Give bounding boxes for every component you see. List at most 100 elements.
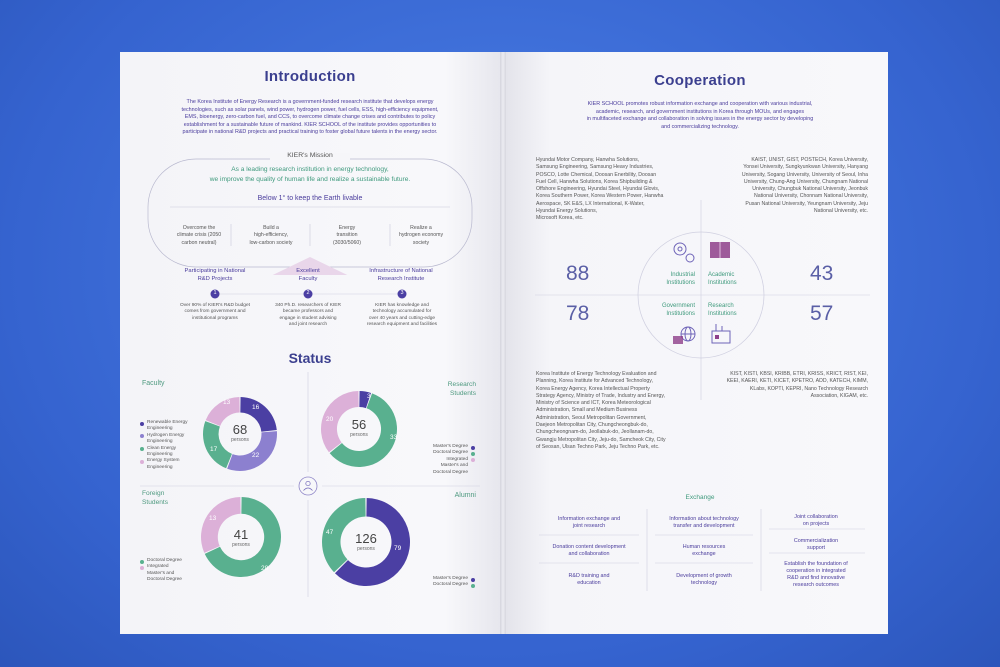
industrial-count: 88 xyxy=(566,262,590,285)
goal-text: hydrogen economy xyxy=(398,232,444,239)
pillar-desc-line: over 40 years and cutting-edge xyxy=(368,315,436,321)
exchange-item: Information exchange and joint research xyxy=(557,516,621,529)
donut-slice xyxy=(227,431,277,471)
legend-item: Energy System Engineering xyxy=(140,458,210,471)
pillar-desc: KIER has knowledge and technology accumul… xyxy=(350,303,454,329)
goal-item: Overcome the climate crisis (2050 carbon n… xyxy=(168,225,230,247)
pillar-title: Excellent Faculty xyxy=(262,268,354,283)
donut-slice xyxy=(321,391,359,453)
foreign-students-title: Foreign Students xyxy=(142,490,169,506)
academic-list: KAIST, UNIST, GIST, POSTECH, Korea Unive… xyxy=(741,157,868,215)
research-value: 20 xyxy=(326,416,334,423)
donut-slice xyxy=(203,421,232,469)
pillar-desc: 340 Ph.D. researchers of KIER became prof… xyxy=(262,303,354,329)
research-total: 56 xyxy=(351,417,367,432)
goal-text: Energy xyxy=(338,225,356,231)
mission-title: KIER's Mission xyxy=(287,152,333,159)
alumni-donut xyxy=(322,498,410,586)
donut-slice xyxy=(329,393,397,467)
industrial-label: Industrial Institutions xyxy=(666,272,695,286)
faculty-value: 13 xyxy=(223,399,231,406)
donut-slice xyxy=(240,397,277,432)
legend-item: Hydrogen Energy Engineering xyxy=(140,433,210,446)
alumni-title: Alumni xyxy=(454,492,476,499)
faculty-value: 17 xyxy=(210,446,218,453)
coop-line: academic, research, and government insti… xyxy=(595,108,805,115)
legend-item: Master's Degree xyxy=(400,444,475,450)
legend-item: Doctoral Degree xyxy=(400,450,475,456)
pillar-desc-line: Over 90% of KIER's R&D budget xyxy=(180,303,250,308)
alumni-value: 47 xyxy=(326,529,334,536)
pillar-desc-line: and joint research xyxy=(288,322,328,328)
exchange-item: Commercialization support xyxy=(793,538,839,551)
research-count: 57 xyxy=(810,302,834,325)
goal-dividers xyxy=(230,224,391,246)
donut-slice xyxy=(359,391,372,409)
intro-line: The Korea Institute of Energy Research i… xyxy=(186,99,434,105)
goal-text: Realize a xyxy=(410,225,432,231)
faculty-title: Faculty xyxy=(142,380,165,387)
intro-line: participate in national R&D projects and… xyxy=(182,129,438,136)
pillar-connector xyxy=(210,289,407,299)
research-unit: persons xyxy=(350,432,368,438)
goal-text: high-efficiency, xyxy=(253,232,289,239)
exchange-item: Information about technology transfer and… xyxy=(669,516,739,529)
exchange-item: R&D training and education xyxy=(568,573,610,586)
government-label: Government Institutions xyxy=(661,303,695,317)
legend-item: Renewable Energy Engineering xyxy=(140,420,210,433)
intro-paragraph: The Korea Institute of Energy Research i… xyxy=(140,99,480,137)
legend-item: Integrated Master's and Doctoral Degree xyxy=(140,564,210,583)
pillar-number: 3 xyxy=(400,290,404,296)
cooperation-diagram xyxy=(535,200,870,400)
goal-item: Energy transition (3030/5060) xyxy=(318,225,376,247)
pillar-desc-line: engage in student advising xyxy=(279,315,337,321)
coop-line: KIER SCHOOL promotes robust information … xyxy=(587,101,813,107)
faculty-value: 22 xyxy=(252,452,260,459)
goal-text: climate crisis (2050 xyxy=(176,232,222,239)
research-students-title: Research Students xyxy=(447,381,476,397)
government-list: Korea Institute of Energy Technology Eva… xyxy=(536,371,666,450)
industrial-list: Hyundai Motor Company, Hanwha Solutions,… xyxy=(536,157,664,222)
cooperation-title: Cooperation xyxy=(654,72,746,89)
pillar-desc-line: institutional programs xyxy=(192,315,238,321)
goal-item: Realize a hydrogen economy society xyxy=(388,225,454,247)
pillar-title: Infrastructure of National Research Insti… xyxy=(345,268,457,283)
goal-text: transition xyxy=(336,232,358,239)
foreign-value: 13 xyxy=(209,515,217,522)
goal-text: Build a xyxy=(263,225,279,231)
research-list: KIST, KISTI, KBSI, KRIBB, ETRI, KRISS, K… xyxy=(726,371,868,399)
academic-count: 43 xyxy=(810,262,834,285)
goal-text: (3030/5060) xyxy=(333,239,361,246)
mission-below-title: Below 1° to keep the Earth livable xyxy=(257,195,363,202)
pillar-title: Participating in National R&D Projects xyxy=(160,268,270,283)
research-value: 3 xyxy=(367,393,371,400)
mission-line-2: we improve the quality of human life and… xyxy=(209,176,411,183)
lab-building-icon xyxy=(711,324,731,344)
legend-item: Doctoral Degree xyxy=(400,582,475,588)
mission-frame xyxy=(147,153,473,275)
gears-icon xyxy=(673,242,695,263)
pillar-desc-line: 340 Ph.D. researchers of KIER xyxy=(275,303,341,308)
pillar-title-line: R&D Projects xyxy=(197,275,233,282)
legend-item: Integrated Master's and Doctoral Degree xyxy=(400,457,475,476)
research-legend: Master's Degree Doctoral Degree Integrat… xyxy=(400,444,475,476)
legend-item: Master's Degree xyxy=(400,576,475,582)
academic-label: Academic Institutions xyxy=(708,272,737,286)
exchange-title: Exchange xyxy=(685,494,715,501)
faculty-donut xyxy=(203,397,277,471)
coop-line: and commercializing technology. xyxy=(661,123,739,130)
donut-slice xyxy=(334,498,410,586)
pillar-title-line: Participating in National xyxy=(184,268,246,274)
donut-slice xyxy=(205,397,240,426)
intro-line: technologies, such as solar panels, wind… xyxy=(181,106,439,113)
alumni-legend: Master's Degree Doctoral Degree xyxy=(400,576,475,589)
research-students-donut xyxy=(321,391,397,467)
exchange-item: Joint collaboration on projects xyxy=(794,514,838,527)
pillar-number: 1 xyxy=(213,290,217,296)
faculty-total: 68 xyxy=(232,422,248,437)
exchange-item: Donation content development and collabor… xyxy=(552,544,626,557)
pillar-desc: Over 90% of KIER's R&D budget comes from … xyxy=(165,303,265,322)
faculty-value: 16 xyxy=(252,404,260,411)
goal-item: Build a high-efficiency, low-carbon societ… xyxy=(238,225,304,247)
left-page xyxy=(120,52,502,634)
